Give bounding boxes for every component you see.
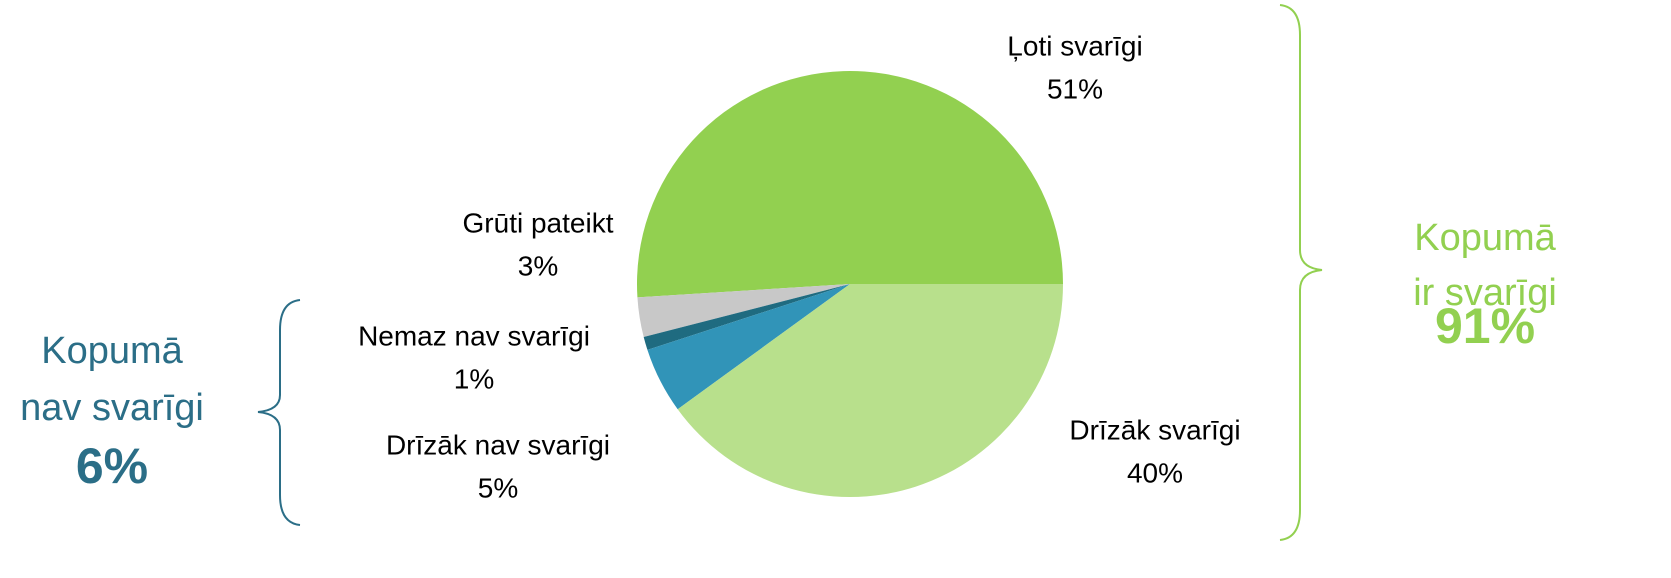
- pie-slice: [637, 284, 850, 337]
- group-label: Kopumā: [41, 330, 183, 372]
- pie-slice: [647, 284, 850, 410]
- slice-label: Nemaz nav svarīgi: [358, 320, 590, 351]
- pie-slice: [643, 284, 850, 350]
- slice-value-label: 5%: [478, 472, 518, 503]
- slice-label: Drīzāk nav svarīgi: [386, 429, 610, 460]
- slice-value-label: 40%: [1127, 457, 1183, 488]
- group-label: ir svarīgi: [1413, 272, 1557, 314]
- pie-slice: [637, 71, 1063, 298]
- slice-label: Grūti pateikt: [463, 207, 614, 238]
- pie-slice: [677, 284, 1063, 498]
- right-brace: [1279, 4, 1323, 541]
- slice-value-label: 51%: [1047, 73, 1103, 104]
- group-total: 91%: [1435, 298, 1535, 354]
- slice-label: Ļoti svarīgi: [1007, 30, 1142, 61]
- slice-value-label: 3%: [518, 250, 558, 281]
- group-total: 6%: [76, 438, 148, 494]
- group-label: Kopumā: [1414, 217, 1556, 259]
- left-brace: [257, 299, 301, 526]
- slice-label: Drīzāk svarīgi: [1069, 414, 1240, 445]
- group-label: nav svarīgi: [20, 387, 204, 429]
- slice-value-label: 1%: [454, 363, 494, 394]
